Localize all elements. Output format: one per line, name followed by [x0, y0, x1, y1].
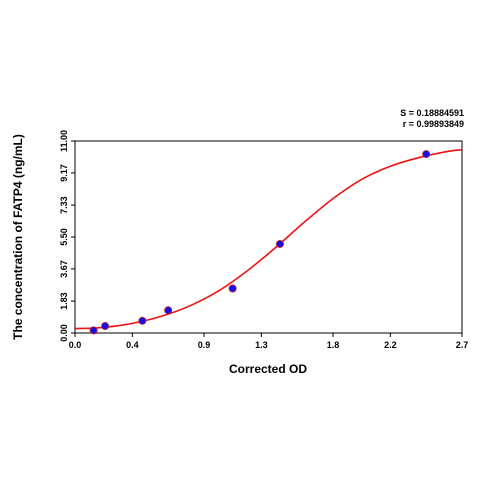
- y-axis-label: The concentration of FATP4 (ng/mL): [11, 134, 25, 340]
- stat-r-value: r = 0.99893849: [403, 119, 464, 129]
- data-point: [422, 150, 431, 159]
- x-tick-label: 1.8: [327, 340, 340, 350]
- data-point: [138, 316, 147, 325]
- stat-s-value: S = 0.18884591: [400, 108, 464, 118]
- y-tick-label: 0.00: [59, 324, 69, 342]
- x-tick-label: 2.7: [456, 340, 469, 350]
- y-axis: 0.00 1.83 3.67 5.50 7.33 9.17 11.00: [59, 130, 75, 342]
- plot-area: [74, 140, 463, 334]
- fit-curve-layer: [74, 148, 463, 330]
- x-tick-label: 1.3: [255, 340, 268, 350]
- fit-curve-line: [74, 148, 463, 330]
- x-tick-label: 0.9: [198, 340, 211, 350]
- data-point: [228, 284, 237, 293]
- y-tick-label: 9.17: [59, 164, 69, 182]
- x-tick-label: 0.0: [69, 340, 82, 350]
- y-tick-label: 5.50: [59, 228, 69, 246]
- y-tick-label: 7.33: [59, 196, 69, 214]
- data-point: [89, 326, 98, 335]
- y-tick-label: 3.67: [59, 260, 69, 278]
- x-tick-label: 2.2: [384, 340, 397, 350]
- x-tick-label: 0.4: [126, 340, 139, 350]
- y-tick-label: 11.00: [59, 130, 69, 152]
- data-point: [164, 306, 173, 315]
- data-point: [275, 239, 284, 248]
- data-points-layer: [89, 150, 431, 335]
- x-axis-label: Corrected OD: [229, 362, 307, 376]
- plot-border: [74, 140, 463, 334]
- data-point: [101, 322, 110, 331]
- y-tick-label: 1.83: [59, 292, 69, 310]
- x-axis: 0.0 0.4 0.9 1.3 1.8 2.2 2.7: [69, 333, 469, 350]
